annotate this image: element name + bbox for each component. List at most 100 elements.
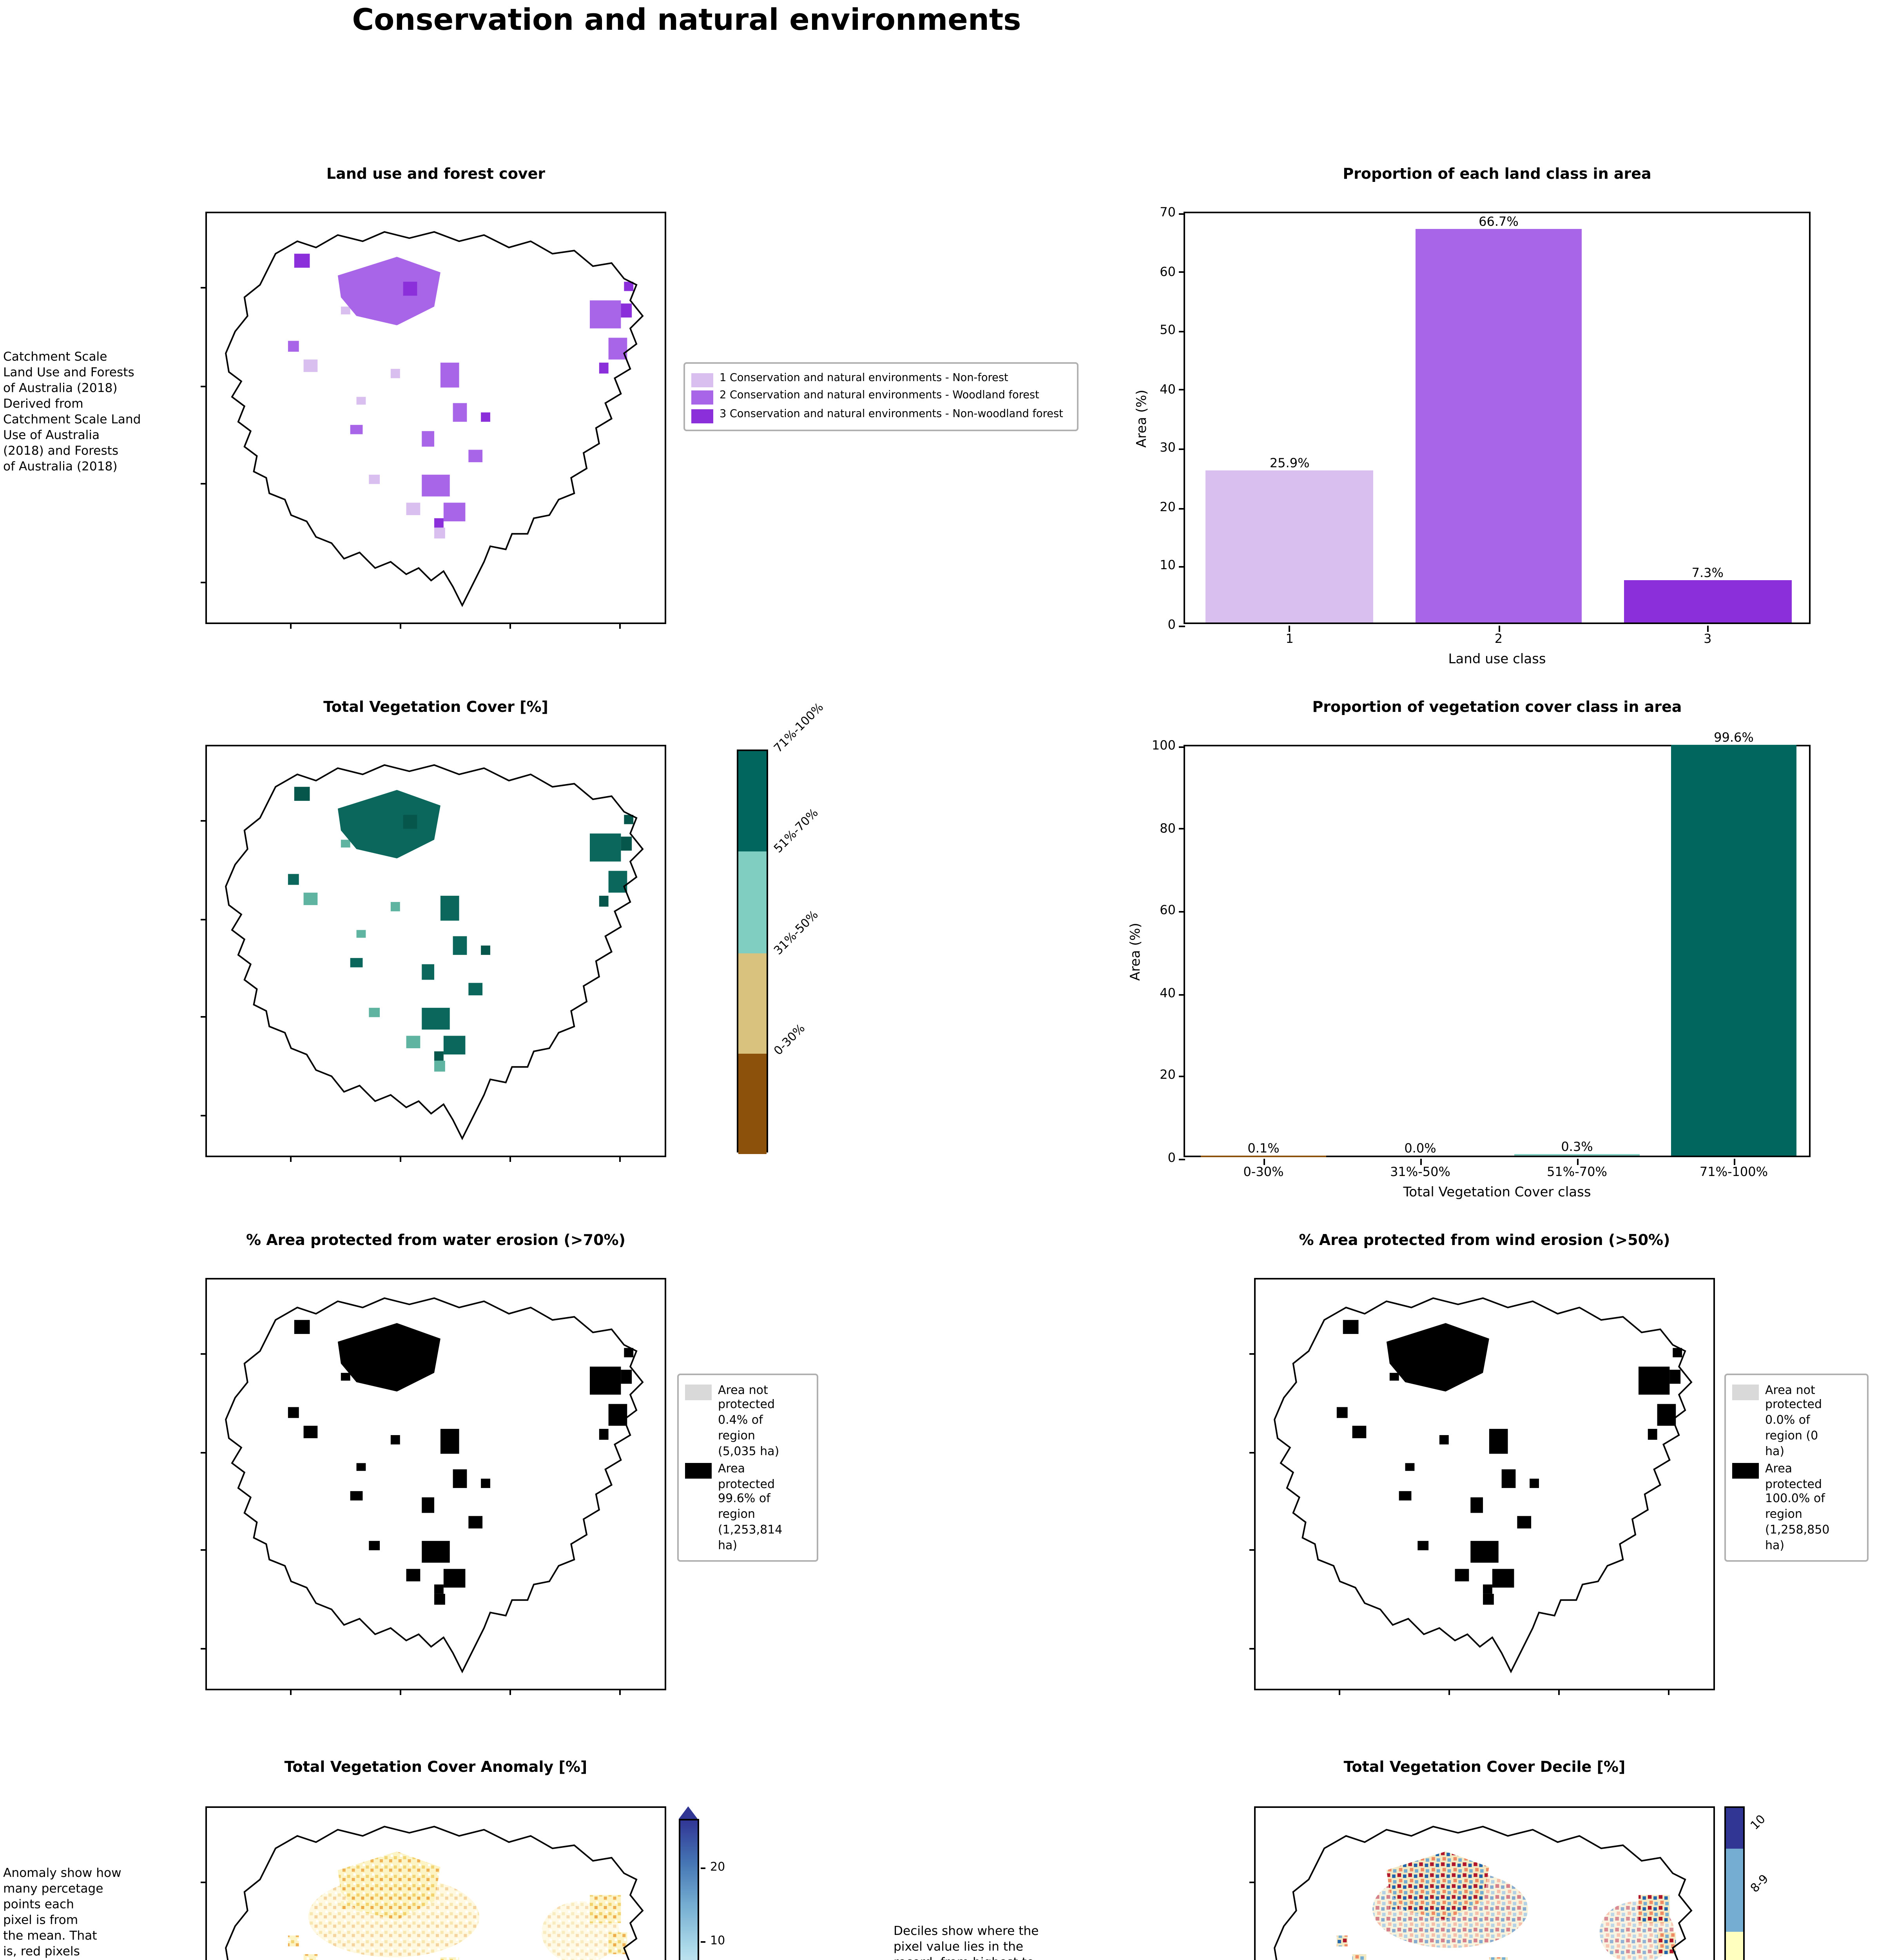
map-axis-tick — [201, 1016, 206, 1017]
y-tick-label: 80 — [1160, 821, 1176, 835]
map-axis-tick — [1249, 1353, 1255, 1354]
y-tick — [1178, 507, 1184, 508]
y-tick-label: 100 — [1151, 739, 1176, 753]
bar-value-label: 66.7% — [1479, 215, 1519, 230]
y-tick-label: 10 — [1160, 559, 1176, 573]
colorbar-label: 10 — [1747, 1812, 1768, 1833]
colorbar-label: 8-9 — [1747, 1871, 1771, 1895]
x-tick-label: 71%-100% — [1699, 1165, 1768, 1179]
map-axis-tick — [509, 1156, 510, 1162]
wind-erosion-title: % Area protected from wind erosion (>50%… — [1299, 1232, 1670, 1250]
wind-protected-patches — [1336, 1323, 1676, 1588]
y-tick-label: 50 — [1160, 323, 1176, 338]
bar-51%-70% — [1514, 1154, 1640, 1156]
y-tick-label: 40 — [1160, 382, 1176, 396]
wind-erosion-map-canvas — [1274, 1297, 1692, 1673]
y-tick — [1178, 625, 1184, 626]
page-title: Conservation and natural environments — [352, 3, 1021, 38]
colorbar-tick-label: 10 — [710, 1933, 725, 1947]
legend-item: Area protected 99.6% of region (1,253,81… — [685, 1461, 810, 1553]
bar-value-label: 99.6% — [1714, 731, 1754, 745]
map-axis-tick — [509, 1690, 510, 1695]
legend-swatch — [685, 1384, 712, 1399]
landuse-patches-light — [303, 307, 445, 539]
map-axis-tick — [1338, 1690, 1339, 1695]
decile-map-canvas — [1274, 1826, 1692, 1960]
map-axis-tick — [201, 820, 206, 821]
map-axis-tick — [509, 623, 510, 629]
y-tick — [1178, 448, 1184, 450]
decile-note: Deciles show where the pixel value lies … — [894, 1924, 1039, 1960]
map-axis-tick — [201, 385, 206, 386]
anomaly-map-title: Total Vegetation Cover Anomaly [%] — [284, 1759, 587, 1777]
water-erosion-map — [201, 1278, 666, 1695]
colorbar-arrow-up — [679, 1806, 698, 1819]
legend-swatch — [691, 390, 713, 405]
legend-item: 3 Conservation and natural environments … — [691, 407, 1071, 423]
legend-label: 1 Conservation and natural environments … — [720, 371, 1008, 383]
landclass-ylabel: Area (%) — [1135, 390, 1151, 448]
y-tick-label: 20 — [1160, 1068, 1176, 1083]
legend-label: 3 Conservation and natural environments … — [720, 407, 1063, 419]
bar-value-label: 0.1% — [1247, 1141, 1280, 1155]
map-axis-tick — [399, 1156, 400, 1162]
bar-value-label: 0.3% — [1561, 1140, 1593, 1154]
anomaly-map — [201, 1806, 666, 1960]
bar-2 — [1415, 229, 1582, 622]
map-axis-tick — [201, 287, 206, 288]
legend-label: Area not protected 0.4% of region (5,035… — [718, 1382, 779, 1457]
landuse-map — [201, 212, 666, 629]
y-tick — [1178, 746, 1184, 747]
y-tick-label: 20 — [1160, 500, 1176, 514]
bar-71%-100% — [1671, 745, 1796, 1156]
map-axis-tick — [399, 623, 400, 629]
map-axis-tick — [619, 623, 620, 629]
water-erosion-title: % Area protected from water erosion (>70… — [246, 1232, 625, 1250]
legend-swatch — [691, 372, 713, 387]
wind-erosion-legend: Area not protected 0.0% of region (0 ha)… — [1724, 1374, 1869, 1561]
y-tick-label: 30 — [1160, 441, 1176, 456]
y-tick-label: 0 — [1167, 618, 1176, 632]
bar-value-label: 0.0% — [1404, 1142, 1436, 1156]
y-tick-label: 0 — [1167, 1151, 1176, 1165]
map-axis-tick — [201, 581, 206, 583]
y-tick — [1178, 828, 1184, 829]
legend-swatch — [685, 1463, 712, 1478]
colorbar-tick — [701, 1867, 705, 1868]
colorbar-segment — [1726, 1849, 1743, 1932]
y-tick — [1178, 993, 1184, 995]
colorbar-label: 0-30% — [771, 1020, 808, 1058]
y-tick — [1178, 566, 1184, 567]
wind-erosion-map — [1249, 1278, 1715, 1695]
legend-item: Area not protected 0.4% of region (5,035… — [685, 1382, 810, 1459]
y-tick — [1178, 213, 1184, 214]
legend-swatch — [691, 408, 713, 423]
landclass-bar-chart: 0 10 20 30 40 50 60 70 25.9% 1 66.7% 2 7.3% 3 — [1160, 205, 1811, 646]
water-erosion-legend: Area not protected 0.4% of region (5,035… — [677, 1374, 818, 1561]
vegcover-map-canvas — [225, 764, 643, 1140]
y-tick — [1178, 911, 1184, 912]
anomaly-colorbar-gradient: 20100−10−20 — [679, 1819, 725, 1960]
map-axis-tick — [201, 1353, 206, 1354]
x-tick-label: 2 — [1494, 632, 1503, 646]
water-erosion-map-canvas — [225, 1297, 643, 1673]
map-axis-tick — [289, 623, 290, 629]
colorbar-segment — [738, 852, 767, 953]
decile-map-title: Total Vegetation Cover Decile [%] — [1343, 1759, 1626, 1777]
decile-colorbar: 108-94-72-31 — [1724, 1806, 1771, 1960]
legend-item: 1 Conservation and natural environments … — [691, 371, 1071, 387]
colorbar-segment — [738, 1053, 767, 1154]
x-tick — [1263, 1159, 1264, 1164]
map-axis-tick — [619, 1156, 620, 1162]
landclass-xlabel: Land use class — [1448, 652, 1546, 668]
colorbar-segment — [738, 751, 767, 852]
x-tick — [1289, 626, 1290, 631]
landuse-patches-mid — [288, 257, 627, 521]
map-axis-tick — [201, 1114, 206, 1116]
legend-label: Area protected 99.6% of region (1,253,81… — [718, 1461, 783, 1552]
vegclass-ylabel: Area (%) — [1129, 923, 1144, 981]
landuse-legend: 1 Conservation and natural environments … — [683, 362, 1079, 431]
colorbar-label: 51%-70% — [771, 806, 821, 856]
x-tick — [1498, 626, 1499, 631]
